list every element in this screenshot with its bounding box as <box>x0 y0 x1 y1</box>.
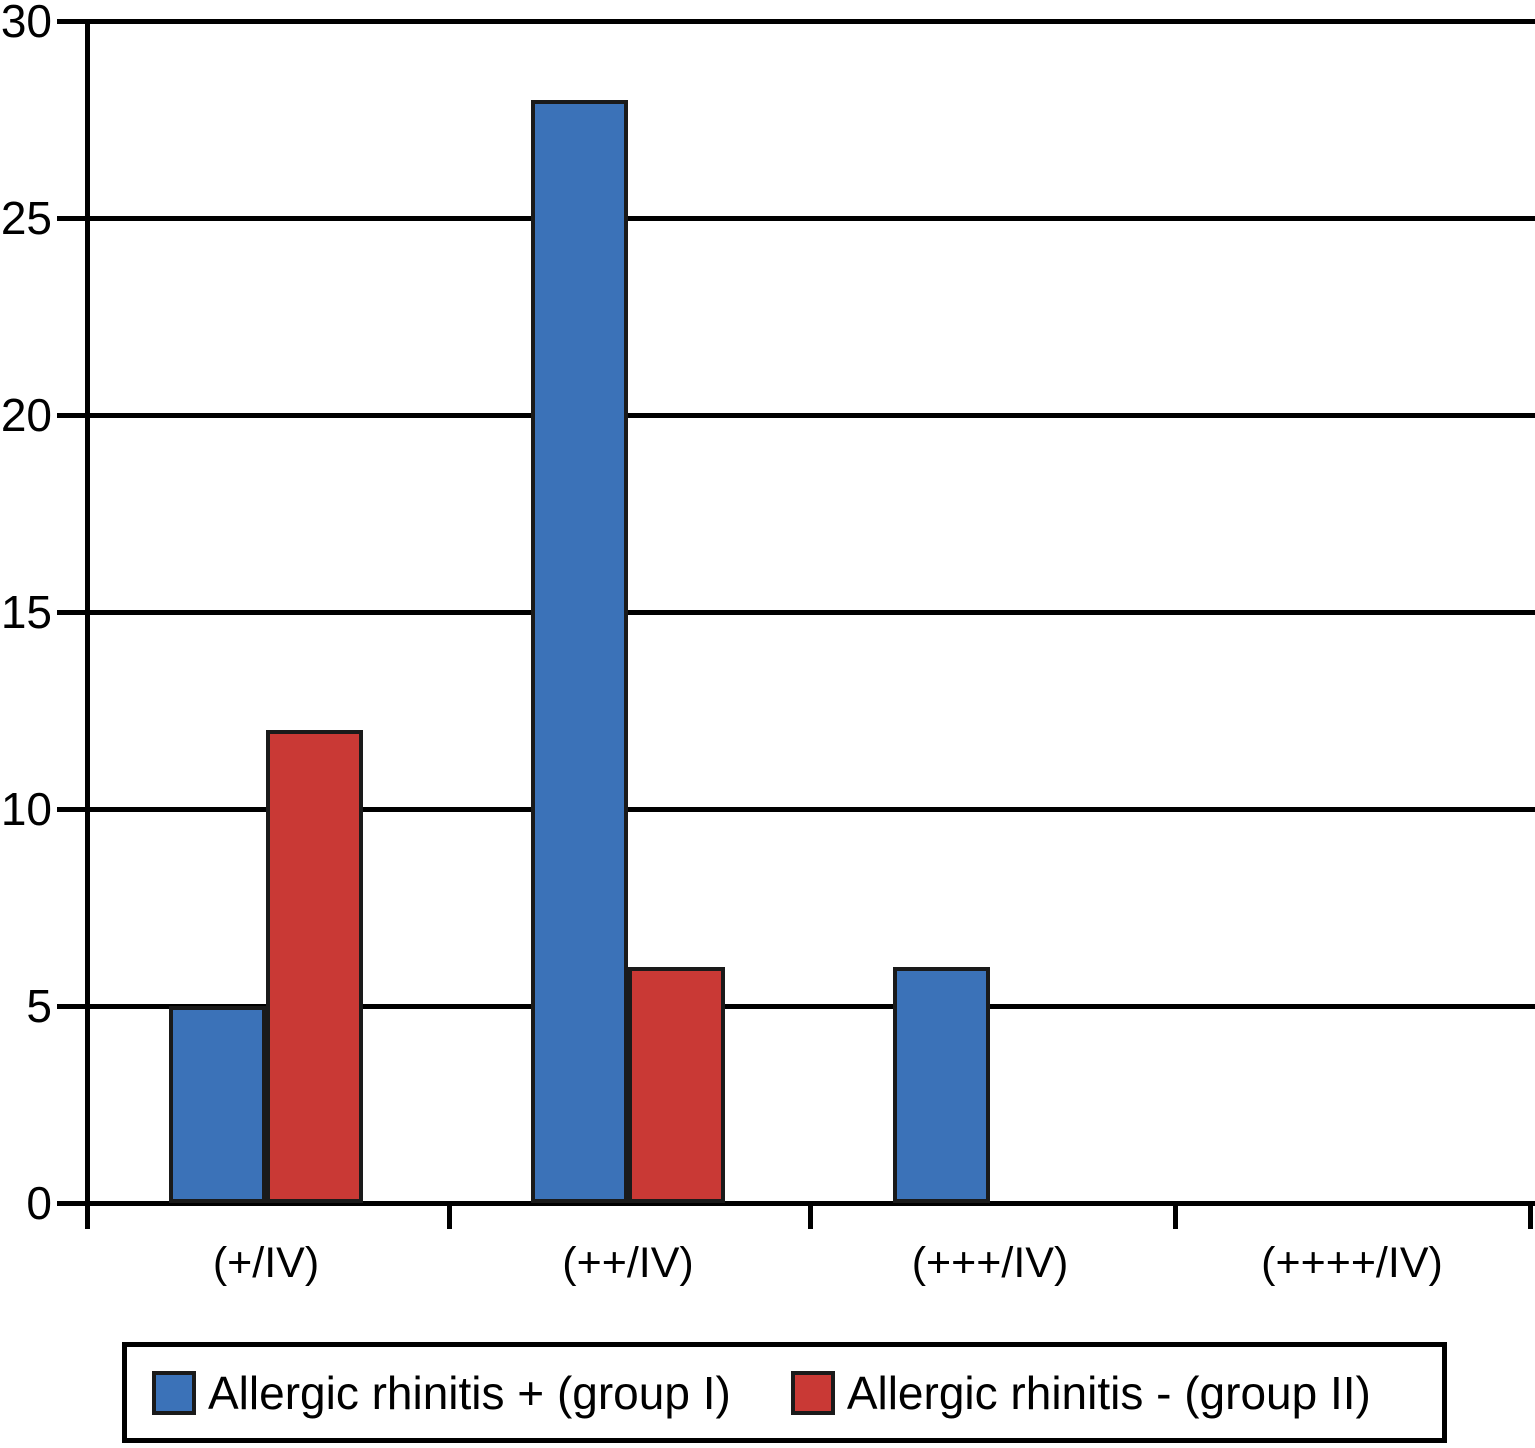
y-tick-label: 5 <box>26 980 52 1032</box>
bar-series1-cat2 <box>531 100 628 1203</box>
y-tick-label: 0 <box>26 1177 52 1229</box>
bar-series1-cat1 <box>169 1006 266 1203</box>
y-gridline <box>57 19 1535 24</box>
legend-label: Allergic rhinitis - (group II) <box>846 1366 1371 1419</box>
x-category-label: (++++/IV) <box>1261 1239 1443 1287</box>
legend: Allergic rhinitis + (group I) Allergic rh… <box>122 1342 1447 1443</box>
y-tick-label: 20 <box>0 389 52 441</box>
x-axis-tick <box>1173 1203 1178 1229</box>
x-category-label: (++/IV) <box>562 1239 694 1287</box>
y-gridline <box>57 610 1535 615</box>
y-gridline <box>57 807 1535 812</box>
bar-series2-cat2 <box>628 967 725 1203</box>
y-gridline <box>57 413 1535 418</box>
x-axis-tick <box>808 1203 813 1229</box>
y-gridline <box>57 216 1535 221</box>
y-gridline <box>57 1201 1535 1206</box>
bar-series1-cat3 <box>893 967 990 1203</box>
x-axis-tick <box>447 1203 452 1229</box>
x-category-label: (+++/IV) <box>911 1239 1069 1287</box>
y-axis-line <box>85 21 90 1229</box>
x-category-label: (+/IV) <box>212 1239 320 1287</box>
bar-series2-cat1 <box>266 730 363 1203</box>
legend-entry: Allergic rhinitis + (group I) <box>152 1368 731 1418</box>
x-axis-tick <box>1528 1203 1533 1229</box>
legend-swatch-series1 <box>152 1370 196 1415</box>
legend-swatch-series2 <box>790 1370 835 1415</box>
y-tick-label: 10 <box>0 783 52 835</box>
y-tick-label: 30 <box>0 0 52 47</box>
y-tick-label: 25 <box>0 192 52 244</box>
y-gridline <box>57 1004 1535 1009</box>
y-tick-label: 15 <box>0 586 52 638</box>
legend-label: Allergic rhinitis + (group I) <box>208 1366 731 1419</box>
legend-entry: Allergic rhinitis - (group II) <box>790 1366 1371 1419</box>
